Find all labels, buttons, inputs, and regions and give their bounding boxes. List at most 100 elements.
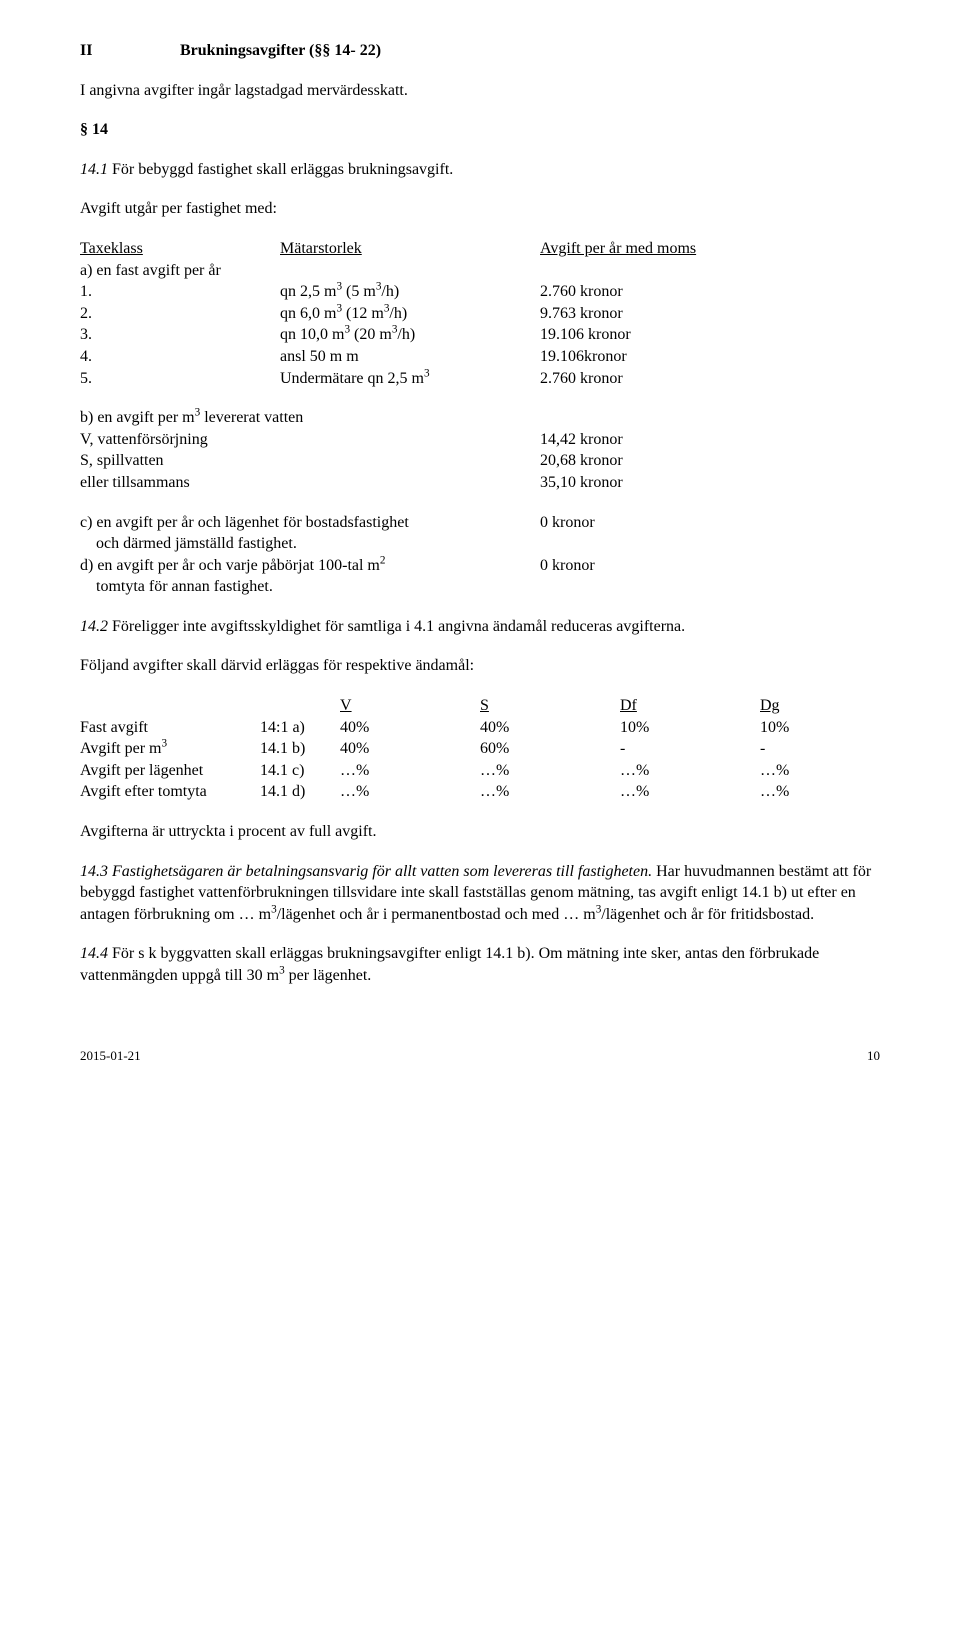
tax-cell: 2.760 kronor	[540, 368, 880, 390]
tax-cell: qn 6,0 m3 (12 m3/h)	[280, 303, 540, 325]
clause-number: 14.4	[80, 945, 108, 962]
tax-cell: 2.	[80, 303, 280, 325]
t3h0	[80, 695, 260, 717]
clause-text: Föreligger inte avgiftsskyldighet för sa…	[108, 618, 685, 635]
tax-cell: qn 10,0 m3 (20 m3/h)	[280, 324, 540, 346]
t3-cell: 10%	[760, 717, 880, 739]
tax-cell: 4.	[80, 346, 280, 368]
intro-paragraph: I angivna avgifter ingår lagstadgad merv…	[80, 80, 880, 102]
t3-cell: Avgift efter tomtyta	[80, 781, 260, 803]
clause-number: 14.1	[80, 161, 108, 178]
paragraph-14-heading: § 14	[80, 119, 880, 141]
tax-row: 4.ansl 50 m m19.106kronor	[80, 346, 880, 368]
footer-date: 2015-01-21	[80, 1047, 141, 1065]
tax-cell: 9.763 kronor	[540, 303, 880, 325]
tax-cell: Undermätare qn 2,5 m3	[280, 368, 540, 390]
t3-cell: -	[620, 738, 760, 760]
row-c-line2: och därmed jämställd fastighet.	[80, 533, 880, 555]
rowb-cell: eller tillsammans	[80, 472, 540, 494]
row-b-label: b) en avgift per m3 levererat vatten	[80, 407, 880, 429]
row-c-text: c) en avgift per år och lägenhet för bos…	[80, 512, 540, 534]
rowb-cell: 14,42 kronor	[540, 429, 880, 451]
t3h5: Dg	[760, 695, 880, 717]
t3-cell: 40%	[480, 717, 620, 739]
t3h2: V	[340, 695, 480, 717]
tax-header-fee: Avgift per år med moms	[540, 238, 880, 260]
paragraph-14-2: 14.2 Föreligger inte avgiftsskyldighet f…	[80, 616, 880, 638]
row-c-line1: c) en avgift per år och lägenhet för bos…	[80, 512, 880, 534]
t3-cell: 14.1 d)	[260, 781, 340, 803]
paragraph-14-4: 14.4 För s k byggvatten skall erläggas b…	[80, 943, 880, 986]
rowb-row: eller tillsammans35,10 kronor	[80, 472, 880, 494]
t3-cell: 14:1 a)	[260, 717, 340, 739]
t3-cell: …%	[340, 760, 480, 782]
heading-title: Brukningsavgifter (§§ 14- 22)	[180, 40, 381, 62]
tax-table-body: 1.qn 2,5 m3 (5 m3/h)2.760 kronor2.qn 6,0…	[80, 281, 880, 389]
t3-cell: 14.1 c)	[260, 760, 340, 782]
rowb-row: S, spillvatten20,68 kronor	[80, 450, 880, 472]
paragraph-14-1: 14.1 För bebyggd fastighet skall erlägga…	[80, 159, 880, 181]
tax-cell: 1.	[80, 281, 280, 303]
t3-cell: …%	[760, 781, 880, 803]
t3-cell: Avgift per lägenhet	[80, 760, 260, 782]
tax-cell: 5.	[80, 368, 280, 390]
t3-cell: …%	[620, 760, 760, 782]
clause-rest: För s k byggvatten skall erläggas brukni…	[80, 945, 819, 984]
paragraph-14-3: 14.3 Fastighetsägaren är betalningsansva…	[80, 861, 880, 926]
t3-cell: …%	[340, 781, 480, 803]
percent-note: Avgifterna är uttryckta i procent av ful…	[80, 821, 880, 843]
t3-cell: …%	[760, 760, 880, 782]
percent-row: Fast avgift14:1 a)40%40%10%10%	[80, 717, 880, 739]
rowb-row: V, vattenförsörjning14,42 kronor	[80, 429, 880, 451]
tax-cell: ansl 50 m m	[280, 346, 540, 368]
percent-row: Avgift efter tomtyta14.1 d)…%…%…%…%	[80, 781, 880, 803]
fee-per-property: Avgift utgår per fastighet med:	[80, 198, 880, 220]
percent-table-body: Fast avgift14:1 a)40%40%10%10%Avgift per…	[80, 717, 880, 803]
t3-cell: Fast avgift	[80, 717, 260, 739]
t3-cell: Avgift per m3	[80, 738, 260, 760]
row-b-table: V, vattenförsörjning14,42 kronorS, spill…	[80, 429, 880, 494]
t3-cell: …%	[480, 781, 620, 803]
rowb-cell: S, spillvatten	[80, 450, 540, 472]
t3h1	[260, 695, 340, 717]
tax-cell: qn 2,5 m3 (5 m3/h)	[280, 281, 540, 303]
tax-header-size: Mätarstorlek	[280, 238, 540, 260]
spacer	[80, 494, 880, 512]
section-heading: II Brukningsavgifter (§§ 14- 22)	[80, 40, 880, 62]
percent-row: Avgift per lägenhet14.1 c)…%…%…%…%	[80, 760, 880, 782]
tax-table-header: Taxeklass Mätarstorlek Avgift per år med…	[80, 238, 880, 260]
tax-cell: 2.760 kronor	[540, 281, 880, 303]
page-footer: 2015-01-21 10	[80, 1047, 880, 1065]
rowb-cell: V, vattenförsörjning	[80, 429, 540, 451]
tax-cell: 19.106 kronor	[540, 324, 880, 346]
footer-page: 10	[867, 1047, 880, 1065]
row-a-label: a) en fast avgift per år	[80, 260, 880, 282]
rowb-cell: 35,10 kronor	[540, 472, 880, 494]
row-c-value: 0 kronor	[540, 512, 880, 534]
tax-cell: 19.106kronor	[540, 346, 880, 368]
t3-cell: 14.1 b)	[260, 738, 340, 760]
t3-cell: -	[760, 738, 880, 760]
row-d-line2: tomtyta för annan fastighet.	[80, 576, 880, 598]
percent-table-header: V S Df Dg	[80, 695, 880, 717]
tax-row: 3.qn 10,0 m3 (20 m3/h)19.106 kronor	[80, 324, 880, 346]
tax-cell: 3.	[80, 324, 280, 346]
t3h3: S	[480, 695, 620, 717]
document-page: II Brukningsavgifter (§§ 14- 22) I angiv…	[40, 0, 920, 1094]
percent-row: Avgift per m314.1 b)40%60%--	[80, 738, 880, 760]
row-d-text: d) en avgift per år och varje påbörjat 1…	[80, 555, 540, 577]
clause-text: För bebyggd fastighet skall erläggas bru…	[108, 161, 453, 178]
spacer	[80, 389, 880, 407]
row-d-value: 0 kronor	[540, 555, 880, 577]
heading-number: II	[80, 40, 180, 62]
tax-row: 2.qn 6,0 m3 (12 m3/h)9.763 kronor	[80, 303, 880, 325]
t3-cell: …%	[480, 760, 620, 782]
tax-row: 1.qn 2,5 m3 (5 m3/h)2.760 kronor	[80, 281, 880, 303]
rowb-cell: 20,68 kronor	[540, 450, 880, 472]
t3h4: Df	[620, 695, 760, 717]
clause-italic: 14.3 Fastighetsägaren är betalningsansva…	[80, 863, 652, 880]
t3-cell: 40%	[340, 738, 480, 760]
following-fees: Följand avgifter skall därvid erläggas f…	[80, 655, 880, 677]
row-d-line1: d) en avgift per år och varje påbörjat 1…	[80, 555, 880, 577]
tax-header-class: Taxeklass	[80, 238, 280, 260]
